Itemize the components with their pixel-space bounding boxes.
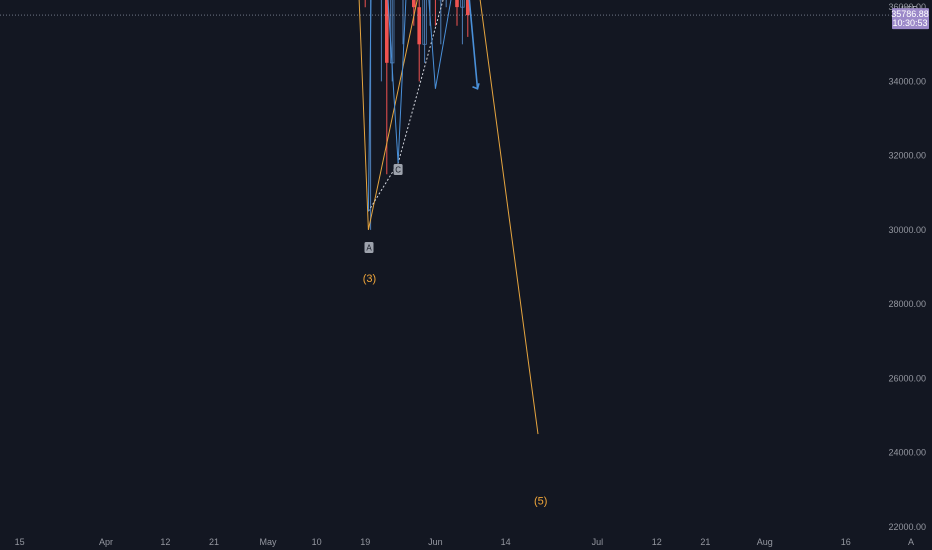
wave-label: (5) [534,496,547,508]
time-tick-label: 15 [15,537,25,547]
time-axis-ticks: 15 Apr 12 21 May 10 19 Jun 14 Jul 12 21 Aug 16 [15,537,851,547]
label-text: A [366,244,372,253]
time-tick-label: 12 [652,537,662,547]
current-price-value: 35786.88 [891,9,929,19]
time-tick-label: 12 [160,537,170,547]
wave-overlay-layer: (1)(2)(3)(4)(5)(A)(B)(CBDCA [358,0,547,508]
auto-scale-icon[interactable]: A [908,537,914,547]
time-scale-background[interactable] [0,537,890,550]
log-scale-toggle[interactable]: A [908,537,914,547]
label-badge [364,242,374,253]
price-scale-background[interactable] [890,0,932,550]
price-axis-ticks: 22000.00 24000.00 26000.00 28000.00 30000.00… [888,2,926,532]
price-tick-label: 30000.00 [888,225,926,235]
candle-body [466,0,470,16]
candle [460,0,465,45]
candle [385,0,389,175]
candle-body [412,0,416,8]
time-tick-label: 19 [360,537,370,547]
label-badge [393,164,403,175]
time-tick-label: 21 [700,537,710,547]
candle-body [460,0,465,8]
candle [422,0,427,63]
candle [466,0,470,37]
time-tick-label: Apr [99,537,113,547]
arrow-head-icon [472,83,480,90]
candle [455,0,459,26]
wave-label: (3) [363,273,376,285]
bar-countdown: 10:30:53 [892,18,927,28]
candle [380,0,382,82]
time-tick-label: May [259,537,277,547]
price-tick-label: 34000.00 [888,76,926,86]
time-tick-label: 10 [312,537,322,547]
price-tick-label: 36000.00 [888,2,926,12]
candle [402,0,404,45]
candle [370,0,372,230]
price-tick-label: 32000.00 [888,151,926,161]
candle-body [455,0,459,8]
label-text: C [395,166,401,175]
candle-body [422,0,427,45]
time-tick-label: Aug [757,537,773,547]
price-tick-label: 24000.00 [888,448,926,458]
price-tick-label: 28000.00 [888,299,926,309]
triangle-wave-line[interactable] [367,0,464,212]
candle [412,0,416,26]
time-tick-label: 14 [501,537,511,547]
price-tick-label: 26000.00 [888,373,926,383]
projection-arrow[interactable] [465,0,479,89]
time-tick-label: 16 [841,537,851,547]
triangle-point-label: A [364,242,374,253]
current-price-tag: 35786.88 10:30:53 [891,8,929,30]
time-tick-label: Jun [428,537,443,547]
time-tick-label: 21 [209,537,219,547]
candle-body [385,0,389,63]
candle [434,0,436,26]
triangle-point-label: C [393,164,403,175]
candle [417,0,421,82]
price-tick-label: 22000.00 [888,522,926,532]
candle [438,0,443,45]
candle-body [417,7,421,45]
time-tick-label: Jul [592,537,604,547]
